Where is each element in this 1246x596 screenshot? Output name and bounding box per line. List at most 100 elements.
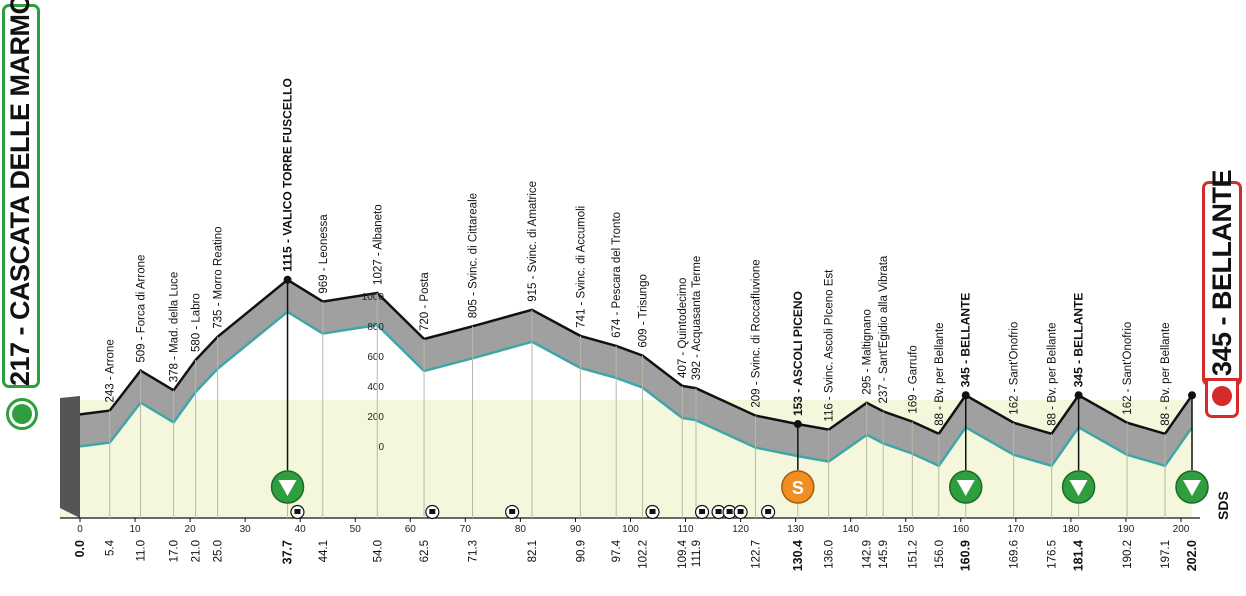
waypoint-label: 162 - Sant'Onofrio bbox=[1122, 322, 1134, 415]
summit-dot bbox=[1188, 391, 1196, 400]
waypoint-km-label: 21.0 bbox=[191, 540, 203, 562]
profile-field bbox=[60, 400, 1192, 518]
waypoint-km-label: 156.0 bbox=[934, 540, 946, 569]
waypoint-km-label: 176.5 bbox=[1047, 540, 1059, 569]
km-tick-label: 160 bbox=[952, 524, 969, 535]
km-tick-label: 90 bbox=[570, 524, 582, 535]
waypoint-km-label: 197.1 bbox=[1160, 540, 1172, 569]
altitude-scale-label: 400 bbox=[367, 382, 384, 393]
waypoint-km-label: 145.9 bbox=[878, 540, 890, 569]
altitude-scale-label: 800 bbox=[367, 322, 384, 333]
tunnel-icon-mouth bbox=[294, 509, 301, 514]
tunnel-icon-mouth bbox=[699, 509, 706, 514]
km-tick-label: 120 bbox=[732, 524, 749, 535]
summit-dot bbox=[283, 275, 292, 284]
gpm-arrow-icon bbox=[278, 480, 297, 496]
waypoint-label: 674 - Pescara del Tronto bbox=[611, 212, 623, 338]
waypoint-label: 407 - Quintodecimo bbox=[677, 278, 689, 378]
km-tick-label: 60 bbox=[405, 524, 417, 535]
km-tick-label: 180 bbox=[1063, 524, 1080, 535]
waypoint-km-label: 136.0 bbox=[824, 540, 836, 569]
waypoint-km-label: 17.0 bbox=[169, 540, 181, 562]
start-label: 217 - CASCATA DELLE MARMORE bbox=[5, 0, 35, 386]
waypoint-label: 392 - Acquasanta Terme bbox=[691, 256, 703, 380]
km-tick-label: 190 bbox=[1118, 524, 1135, 535]
summit-dot bbox=[1074, 391, 1083, 400]
km-tick-label: 40 bbox=[295, 524, 307, 535]
km-tick-label: 20 bbox=[185, 524, 197, 535]
km-tick-label: 110 bbox=[678, 524, 694, 535]
sprint-marker-label: S bbox=[792, 478, 804, 498]
waypoint-label: 88 - Bv. per Bellante bbox=[1047, 322, 1059, 425]
km-tick-label: 170 bbox=[1007, 524, 1024, 535]
waypoint-km-label: 142.9 bbox=[862, 540, 874, 569]
waypoint-label: 88 - Bv. per Bellante bbox=[1160, 322, 1172, 425]
waypoint-km-label: 190.2 bbox=[1122, 540, 1134, 569]
altitude-scale-label: 1000 bbox=[362, 292, 385, 303]
tunnel-icon-mouth bbox=[715, 509, 722, 514]
waypoint-km-label: 54.0 bbox=[372, 540, 384, 562]
finish-label: 345 - BELLANTE bbox=[1207, 169, 1237, 376]
waypoint-km-label: 37.7 bbox=[281, 540, 295, 564]
altitude-scale-label: 200 bbox=[367, 412, 384, 423]
waypoint-label: 609 - Trisungo bbox=[638, 274, 650, 348]
waypoint-km-label: 160.9 bbox=[959, 540, 973, 571]
waypoint-km-label: 130.4 bbox=[791, 540, 805, 571]
waypoint-label: 805 - Svinc. di Cittareale bbox=[468, 193, 480, 318]
waypoint-label: 378 - Mad. della Luce bbox=[169, 272, 181, 383]
gpm-arrow-icon bbox=[956, 480, 975, 496]
km-tick-label: 50 bbox=[350, 524, 362, 535]
waypoint-label: 915 - Svinc. di Amatrice bbox=[527, 181, 539, 302]
start-wall bbox=[60, 396, 80, 518]
km-tick-label: 200 bbox=[1173, 524, 1190, 535]
km-tick-label: 10 bbox=[129, 524, 141, 535]
waypoint-km-label: 181.4 bbox=[1072, 540, 1086, 571]
waypoint-km-label: 169.6 bbox=[1009, 540, 1021, 569]
km-tick-label: 150 bbox=[897, 524, 914, 535]
waypoint-km-label: 25.0 bbox=[213, 540, 225, 562]
terrain-band bbox=[80, 279, 1192, 466]
waypoint-label: 209 - Svinc. di Roccafluvione bbox=[750, 259, 762, 407]
waypoint-km-label: 0.0 bbox=[73, 540, 87, 557]
altitude-scale-label: 0 bbox=[378, 442, 384, 453]
tunnel-icon-mouth bbox=[737, 509, 744, 514]
km-tick-label: 140 bbox=[842, 524, 859, 535]
waypoint-km-label: 44.1 bbox=[318, 540, 330, 562]
waypoint-label: 88 - Bv. per Bellante bbox=[934, 322, 946, 425]
waypoint-label: 1027 - Albaneto bbox=[372, 204, 384, 285]
waypoint-km-label: 111.9 bbox=[691, 540, 703, 567]
finish-label-box bbox=[1202, 181, 1242, 386]
km-tick-label: 130 bbox=[787, 524, 804, 535]
start-badge-icon bbox=[6, 398, 38, 430]
tunnel-icon-mouth bbox=[509, 509, 516, 514]
waypoint-label: 580 - Labro bbox=[191, 293, 203, 352]
waypoint-km-label: 122.7 bbox=[750, 540, 762, 569]
waypoint-km-label: 5.4 bbox=[105, 539, 117, 556]
waypoint-label: 345 - BELLANTE bbox=[1072, 293, 1086, 388]
tunnel-icon-mouth bbox=[726, 509, 733, 514]
waypoint-km-label: 82.1 bbox=[527, 540, 539, 562]
sprint-dot bbox=[793, 420, 802, 429]
waypoint-km-label: 202.0 bbox=[1185, 540, 1199, 571]
waypoint-label: 741 - Svinc. di Accumoli bbox=[575, 206, 587, 328]
waypoint-km-label: 62.5 bbox=[419, 540, 431, 562]
waypoint-km-label: 97.4 bbox=[611, 539, 623, 562]
waypoint-label: 116 - Svinc. Ascoli PIceno Est bbox=[824, 269, 836, 422]
km-tick-label: 0 bbox=[77, 524, 83, 535]
waypoint-km-label: 11.0 bbox=[136, 540, 148, 562]
waypoint-km-label: 90.9 bbox=[575, 540, 587, 562]
waypoint-label: 295 - Maltignano bbox=[862, 309, 874, 395]
finish-badge-icon bbox=[1205, 378, 1239, 418]
tunnel-icon-mouth bbox=[649, 509, 656, 514]
waypoint-km-label: 151.2 bbox=[907, 540, 919, 569]
altitude-scale-label: 600 bbox=[367, 352, 384, 363]
waypoint-label: 1115 - VALICO TORRE FUSCELLO bbox=[281, 78, 295, 272]
waypoint-km-label: 109.4 bbox=[677, 539, 689, 568]
waypoint-label: 509 - Forca di Arrone bbox=[136, 255, 148, 363]
summit-dot bbox=[961, 391, 970, 400]
start-label-box bbox=[2, 4, 40, 388]
km-tick-label: 100 bbox=[622, 524, 639, 535]
waypoint-label: 237 - Sant'Egidio alla Vibrata bbox=[878, 255, 890, 403]
